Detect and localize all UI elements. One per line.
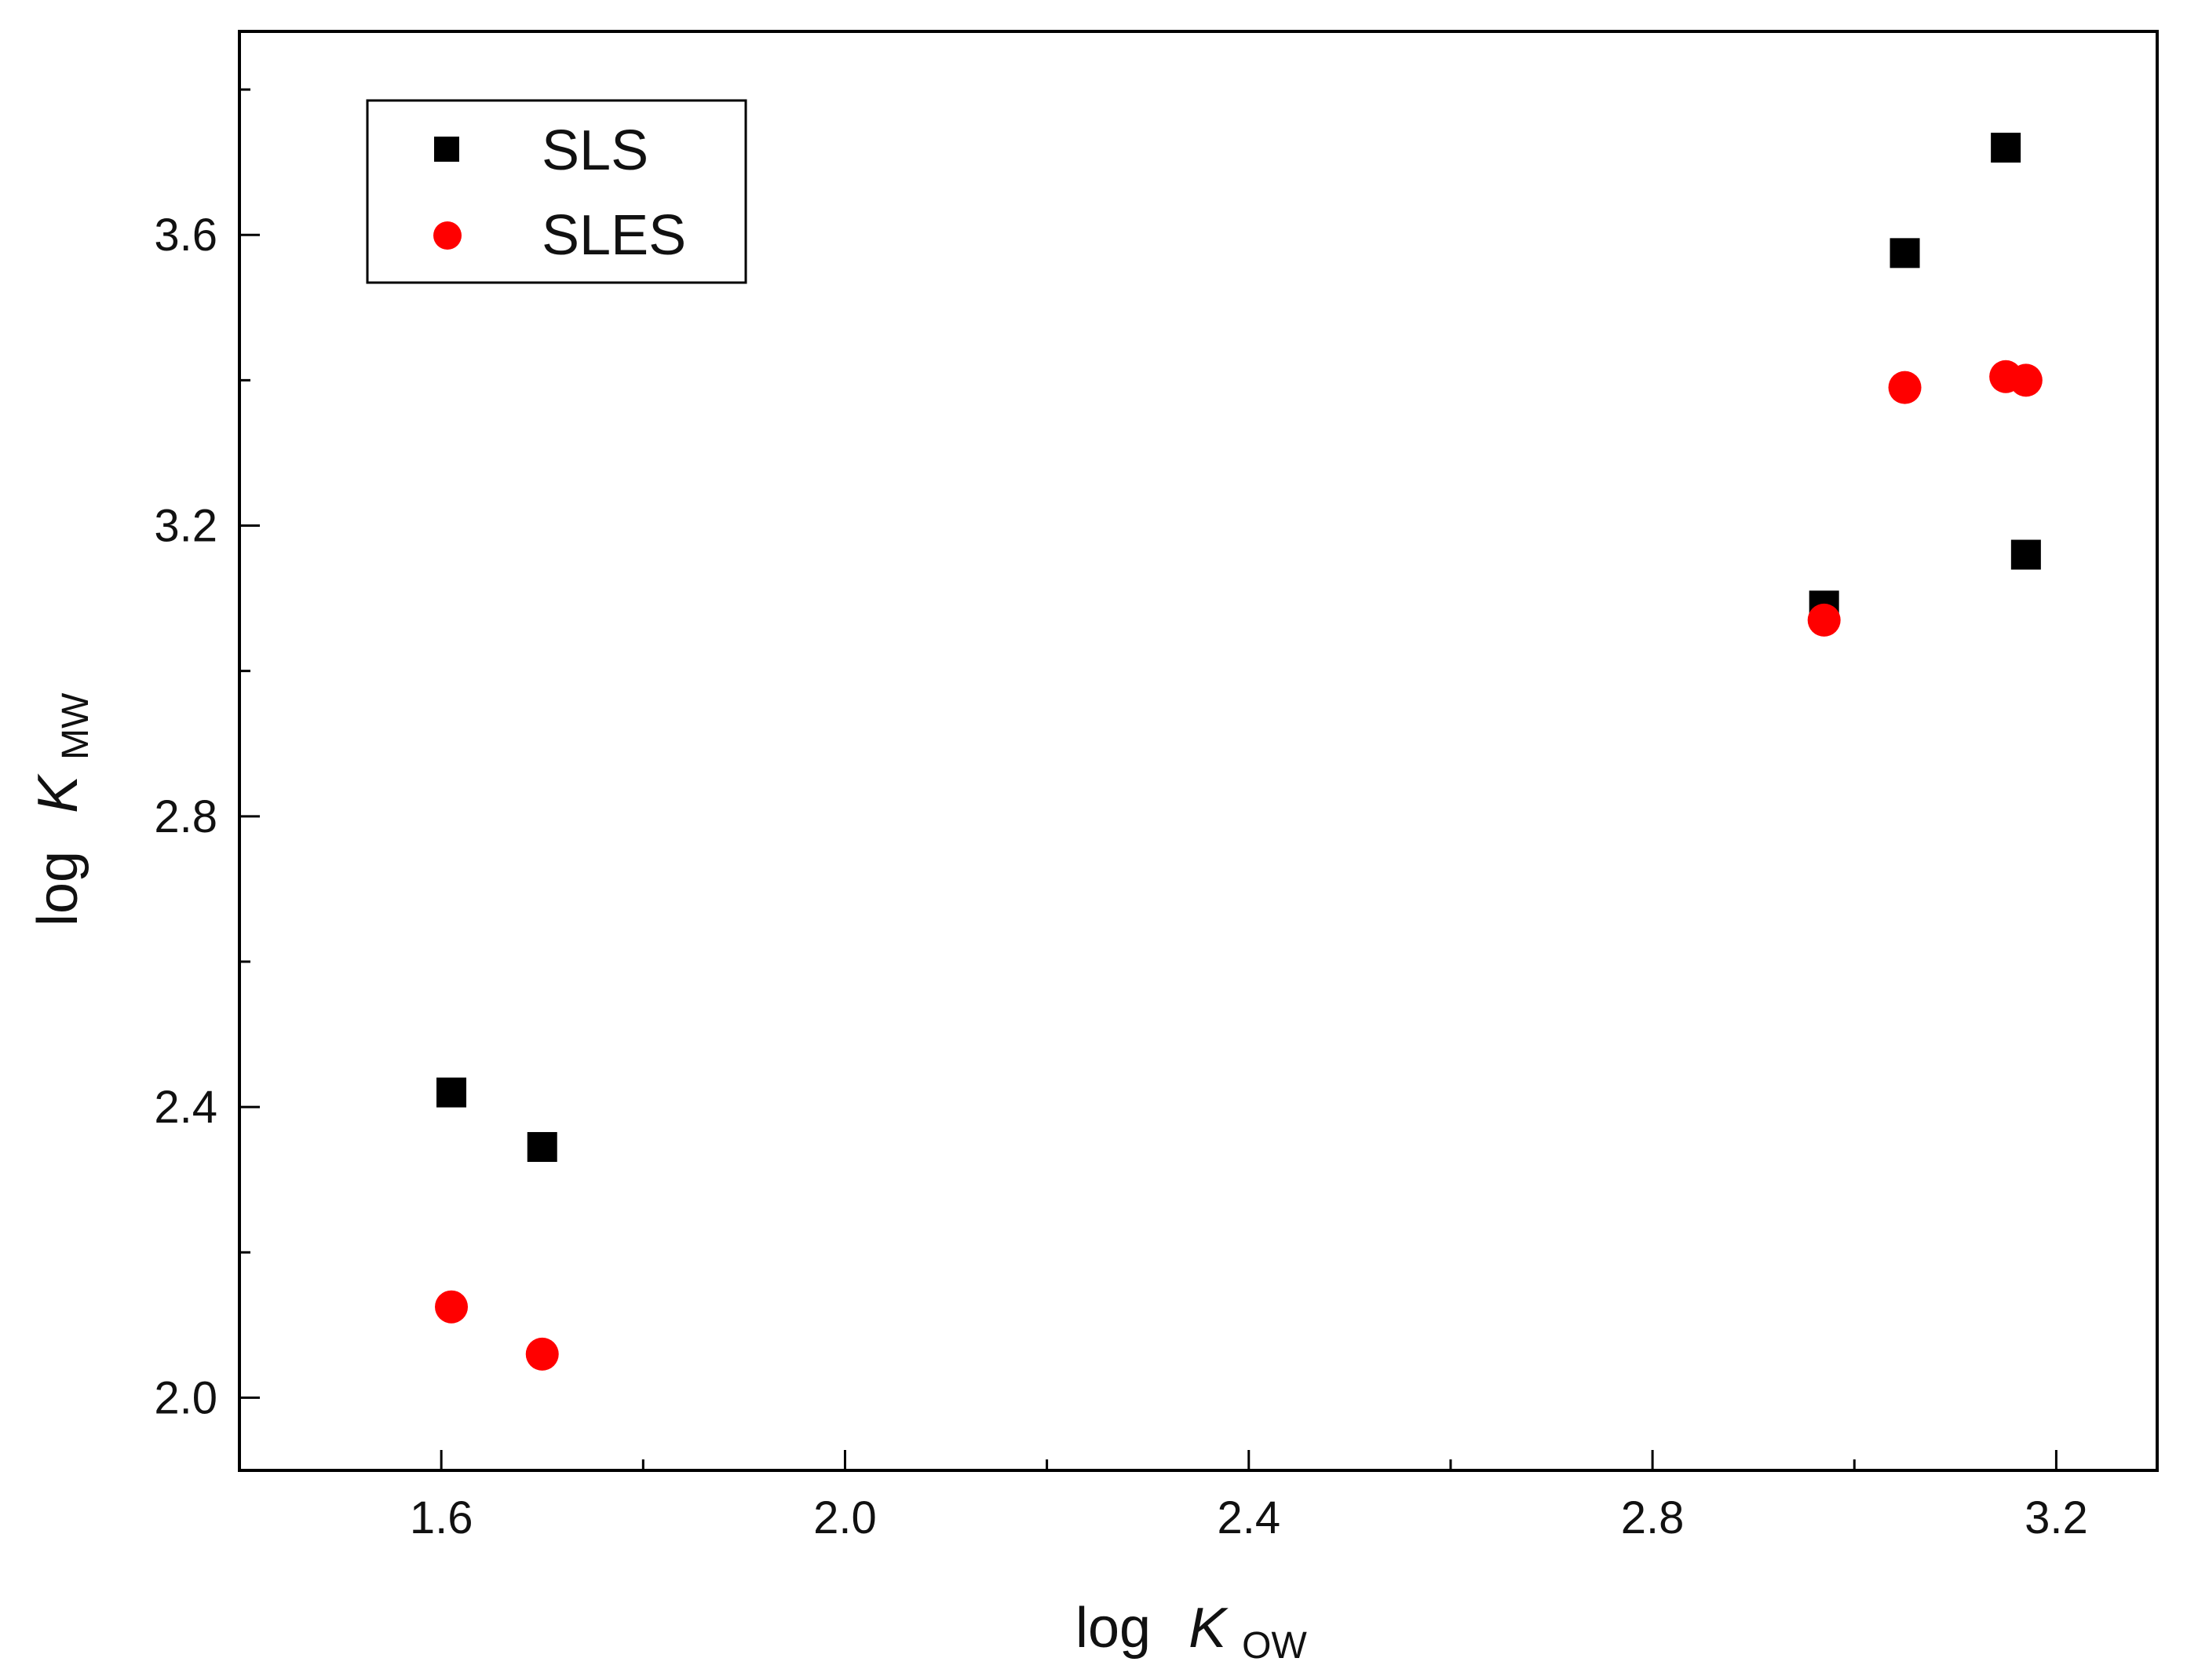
legend: SLS SLES	[366, 99, 747, 284]
y-axis-title-prefix: log	[27, 851, 89, 926]
point-sles	[435, 1290, 469, 1324]
legend-marker-sls	[434, 137, 459, 162]
y-tick-label: 3.6	[154, 210, 217, 261]
y-axis-title: log K MW	[27, 692, 97, 926]
x-axis-title-var: K	[1188, 1597, 1229, 1660]
x-tick-label: 1.6	[410, 1492, 473, 1543]
x-axis-ticks: 1.6 2.0 2.4 2.8 3.2	[410, 1450, 2088, 1543]
x-tick-label: 2.8	[1621, 1492, 1685, 1543]
point-sls	[1889, 238, 1920, 268]
y-tick-label: 2.8	[154, 791, 217, 842]
point-sls	[436, 1077, 467, 1108]
legend-label-sls: SLS	[542, 119, 648, 182]
point-sles	[2009, 363, 2043, 397]
x-tick-label: 3.2	[2025, 1492, 2088, 1543]
point-sles	[525, 1337, 559, 1371]
point-sls	[1991, 133, 2021, 163]
legend-label-sles: SLES	[542, 204, 686, 267]
x-axis-title-prefix: log	[1075, 1597, 1151, 1660]
point-sles	[1888, 371, 1922, 404]
y-tick-label: 2.0	[154, 1372, 217, 1423]
legend-marker-sles	[433, 221, 462, 250]
y-axis-ticks: 2.0 2.4 2.8 3.2 3.6	[154, 88, 260, 1423]
x-axis-title-sub: OW	[1242, 1625, 1307, 1667]
data-points	[435, 133, 2043, 1371]
plot-frame	[238, 30, 2159, 1472]
legend-box	[366, 99, 747, 284]
y-tick-label: 3.2	[154, 501, 217, 552]
y-axis-title-sub: MW	[55, 692, 97, 760]
y-tick-label: 2.4	[154, 1082, 217, 1133]
y-axis-title-var: K	[27, 773, 89, 813]
x-tick-label: 2.4	[1217, 1492, 1280, 1543]
x-axis-title: log K OW	[1075, 1597, 1307, 1667]
point-sls	[527, 1132, 557, 1163]
point-sls	[2010, 539, 2041, 570]
point-sles	[1807, 603, 1841, 637]
x-tick-label: 2.0	[813, 1492, 877, 1543]
